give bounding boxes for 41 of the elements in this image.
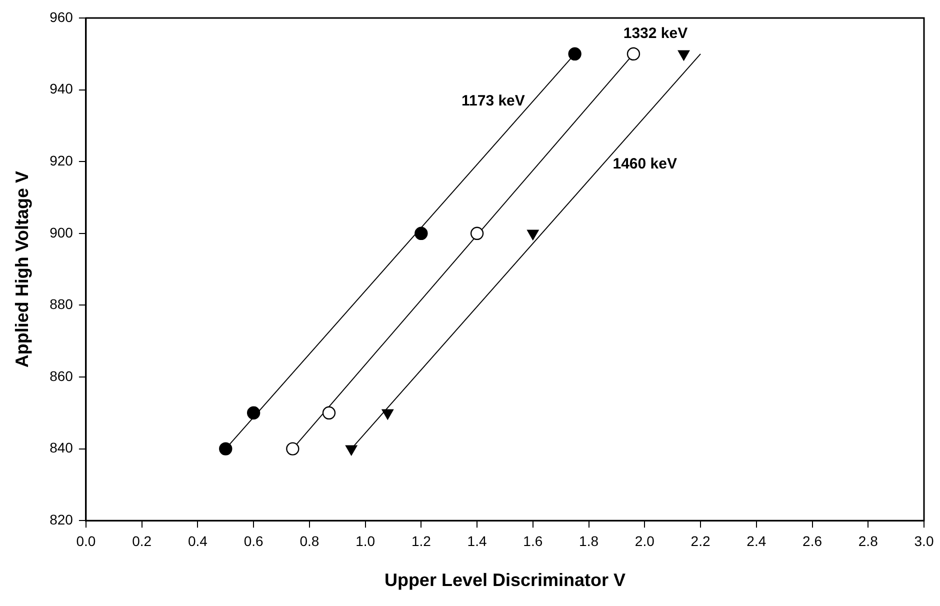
series-label: 1173 keV [462, 92, 525, 110]
x-tick-label: 1.6 [523, 532, 543, 549]
x-axis-title: Upper Level Discriminator V [384, 570, 626, 590]
series-label: 1460 keV [612, 156, 677, 173]
x-tick-label: 2.4 [746, 532, 766, 549]
y-tick-label: 860 [50, 368, 74, 384]
point [246, 406, 260, 420]
point [470, 226, 484, 240]
x-tick-label: 1.8 [579, 532, 599, 549]
x-tick-label: 1.2 [411, 532, 432, 549]
y-tick-label: 880 [50, 296, 74, 312]
x-tick-label: 2.6 [802, 532, 822, 549]
y-tick-label: 940 [50, 80, 74, 97]
point [346, 445, 358, 456]
y-tick-label: 900 [50, 224, 74, 240]
point [414, 226, 428, 240]
point [568, 47, 582, 60]
point [382, 409, 394, 420]
point [286, 442, 300, 456]
x-tick-label: 2.0 [634, 532, 655, 549]
x-tick-label: 2.2 [690, 532, 710, 549]
y-tick-label: 920 [50, 152, 74, 168]
point [322, 406, 336, 420]
point [678, 50, 690, 60]
y-tick-label: 840 [50, 440, 74, 456]
y-axis-title: Applied High Voltage V [12, 170, 32, 368]
x-tick-label: 1.0 [356, 532, 376, 549]
x-tick-label: 0.8 [300, 532, 320, 549]
point [626, 47, 640, 60]
y-tick-label: 820 [50, 511, 74, 528]
x-tick-label: 0.4 [188, 532, 208, 549]
y-tick-label: 960 [50, 8, 74, 25]
x-tick-label: 1.4 [467, 532, 487, 549]
x-tick-label: 0.2 [132, 532, 152, 549]
x-tick-label: 0.6 [244, 532, 264, 549]
point [527, 230, 539, 240]
x-tick-label: 2.8 [858, 532, 878, 549]
x-tick-label: 3.0 [914, 532, 934, 549]
point [219, 442, 232, 456]
series-label: 1332 keV [623, 25, 688, 42]
x-tick-label: 0.0 [76, 532, 96, 549]
